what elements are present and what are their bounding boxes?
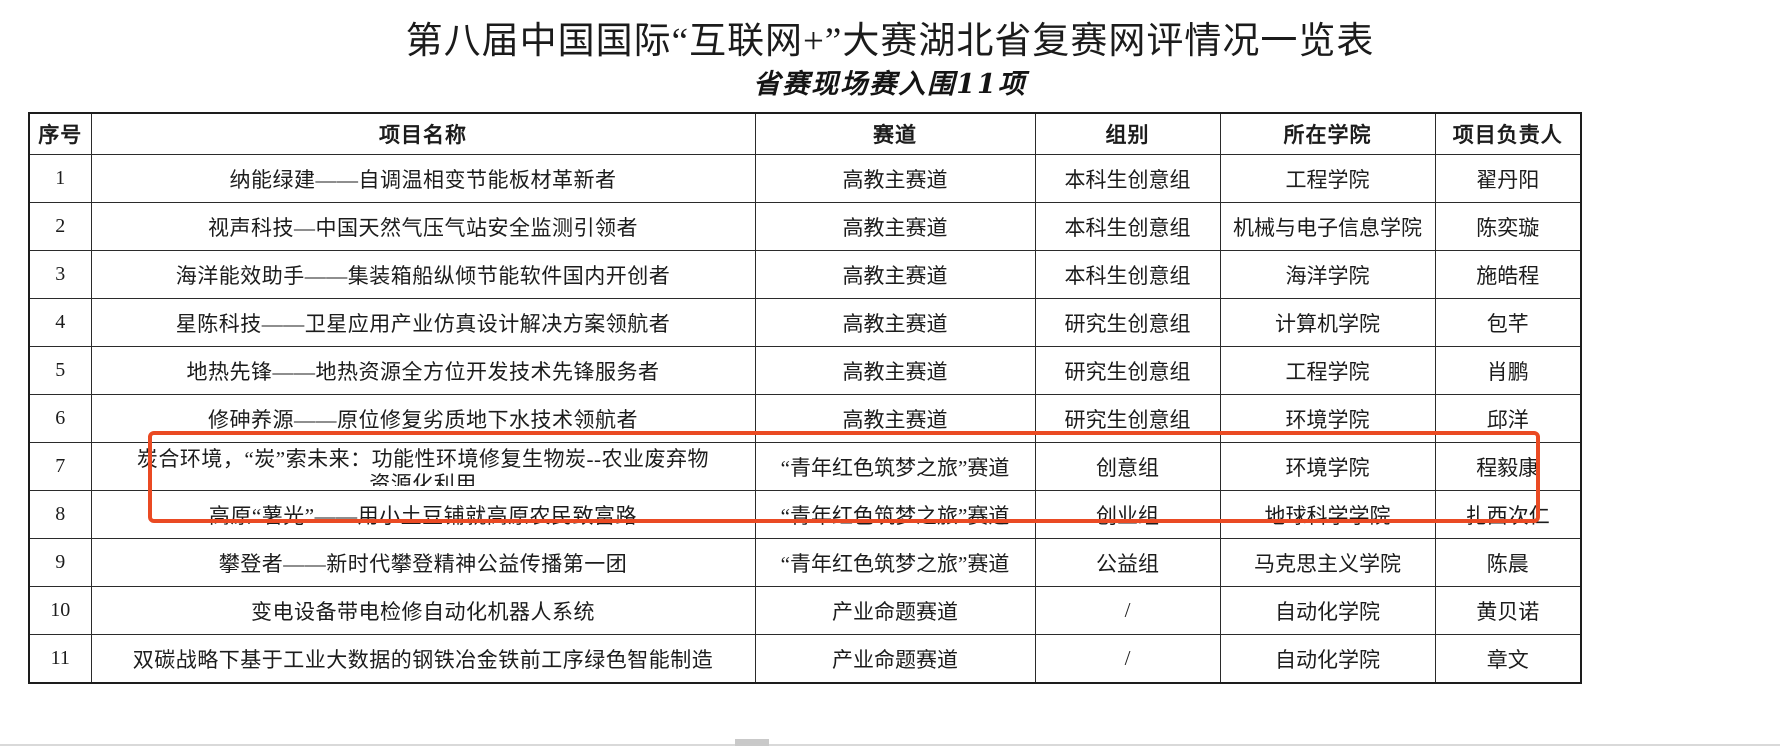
- cell-group: 研究生创意组: [1034, 394, 1221, 443]
- cell-track: “青年红色筑梦之旅”赛道: [754, 538, 1036, 587]
- cell-project-name: 变电设备带电检修自动化机器人系统: [90, 586, 756, 635]
- cell-college: 计算机学院: [1219, 298, 1436, 347]
- cell-group: /: [1034, 634, 1221, 684]
- cell-index: 9: [28, 538, 92, 587]
- table-row: 2 视声科技—中国天然气压气站安全监测引领者 高教主赛道 本科生创意组 机械与电…: [28, 202, 1582, 251]
- cell-college: 环境学院: [1219, 394, 1436, 443]
- cell-index: 10: [28, 586, 92, 635]
- cell-group: /: [1034, 586, 1221, 635]
- cell-index: 8: [28, 490, 92, 539]
- col-header-leader: 项目负责人: [1434, 112, 1582, 155]
- cell-group: 公益组: [1034, 538, 1221, 587]
- cell-project-name: 视声科技—中国天然气压气站安全监测引领者: [90, 202, 756, 251]
- table-body: 1 纳能绿建——自调温相变节能板材革新者 高教主赛道 本科生创意组 工程学院 翟…: [28, 154, 1582, 684]
- cell-college: 自动化学院: [1219, 634, 1436, 684]
- table-row: 3 海洋能效助手——集装箱船纵倾节能软件国内开创者 高教主赛道 本科生创意组 海…: [28, 250, 1582, 299]
- table-row: 7 炭合环境，“炭”索未来：功能性环境修复生物炭--农业废弃物 资源化利用 “青…: [28, 442, 1582, 491]
- cell-leader: 陈晨: [1434, 538, 1582, 587]
- table-row: 5 地热先锋——地热资源全方位开发技术先锋服务者 高教主赛道 研究生创意组 工程…: [28, 346, 1582, 395]
- table-head: 序号 项目名称 赛道 组别 所在学院 项目负责人: [28, 112, 1582, 155]
- cell-college: 海洋学院: [1219, 250, 1436, 299]
- table-header-row: 序号 项目名称 赛道 组别 所在学院 项目负责人: [28, 112, 1582, 155]
- cell-project-name: 纳能绿建——自调温相变节能板材革新者: [90, 154, 756, 203]
- cell-project-name-line2: 资源化利用: [369, 472, 477, 486]
- cell-track: 高教主赛道: [754, 154, 1036, 203]
- table-row: 10 变电设备带电检修自动化机器人系统 产业命题赛道 / 自动化学院 黄贝诺: [28, 586, 1582, 635]
- cell-group: 本科生创意组: [1034, 202, 1221, 251]
- cell-group: 研究生创意组: [1034, 298, 1221, 347]
- results-table: 序号 项目名称 赛道 组别 所在学院 项目负责人 1 纳能绿建——自调温相变节能…: [28, 112, 1582, 684]
- table-row: 4 星陈科技——卫星应用产业仿真设计解决方案领航者 高教主赛道 研究生创意组 计…: [28, 298, 1582, 347]
- cell-leader: 包芊: [1434, 298, 1582, 347]
- table-row: 1 纳能绿建——自调温相变节能板材革新者 高教主赛道 本科生创意组 工程学院 翟…: [28, 154, 1582, 203]
- cell-college: 环境学院: [1219, 442, 1436, 491]
- cell-track: 高教主赛道: [754, 202, 1036, 251]
- results-table-wrapper: 序号 项目名称 赛道 组别 所在学院 项目负责人 1 纳能绿建——自调温相变节能…: [28, 112, 1582, 684]
- cell-college: 马克思主义学院: [1219, 538, 1436, 587]
- cell-leader: 邱洋: [1434, 394, 1582, 443]
- table-row: 11 双碳战略下基于工业大数据的钢铁冶金铁前工序绿色智能制造 产业命题赛道 / …: [28, 634, 1582, 684]
- col-header-track: 赛道: [754, 112, 1036, 155]
- cell-leader: 陈奕璇: [1434, 202, 1582, 251]
- page-bottom-artifact: [735, 739, 769, 746]
- cell-group: 本科生创意组: [1034, 154, 1221, 203]
- page-subtitle: 省赛现场赛入围11项: [753, 69, 1027, 100]
- col-header-college: 所在学院: [1219, 112, 1436, 155]
- table-row: 8 高原“薯光”——用小土豆铺就高原农民致富路 “青年红色筑梦之旅”赛道 创业组…: [28, 490, 1582, 539]
- col-header-index: 序号: [28, 112, 92, 155]
- cell-college: 工程学院: [1219, 154, 1436, 203]
- cell-track: 高教主赛道: [754, 298, 1036, 347]
- cell-group: 创业组: [1034, 490, 1221, 539]
- cell-project-name: 双碳战略下基于工业大数据的钢铁冶金铁前工序绿色智能制造: [90, 634, 756, 684]
- cell-index: 4: [28, 298, 92, 347]
- cell-group: 本科生创意组: [1034, 250, 1221, 299]
- cell-leader: 黄贝诺: [1434, 586, 1582, 635]
- page-title: 第八届中国国际“互联网+”大赛湖北省复赛网评情况一览表: [405, 21, 1375, 62]
- cell-track: “青年红色筑梦之旅”赛道: [754, 490, 1036, 539]
- cell-project-name: 星陈科技——卫星应用产业仿真设计解决方案领航者: [90, 298, 756, 347]
- cell-track: 高教主赛道: [754, 250, 1036, 299]
- cell-track: “青年红色筑梦之旅”赛道: [754, 442, 1036, 491]
- cell-project-name: 高原“薯光”——用小土豆铺就高原农民致富路: [90, 490, 756, 539]
- cell-project-name: 炭合环境，“炭”索未来：功能性环境修复生物炭--农业废弃物 资源化利用: [90, 442, 756, 491]
- cell-college: 机械与电子信息学院: [1219, 202, 1436, 251]
- cell-college: 自动化学院: [1219, 586, 1436, 635]
- cell-leader: 翟丹阳: [1434, 154, 1582, 203]
- cell-leader: 施皓程: [1434, 250, 1582, 299]
- cell-group: 研究生创意组: [1034, 346, 1221, 395]
- cell-group: 创意组: [1034, 442, 1221, 491]
- cell-index: 7: [28, 442, 92, 491]
- cell-index: 5: [28, 346, 92, 395]
- page-bottom-edge: [0, 744, 1780, 746]
- cell-leader: 扎西次仁: [1434, 490, 1582, 539]
- col-header-group: 组别: [1034, 112, 1221, 155]
- cell-project-name: 修砷养源——原位修复劣质地下水技术领航者: [90, 394, 756, 443]
- cell-leader: 章文: [1434, 634, 1582, 684]
- cell-college: 工程学院: [1219, 346, 1436, 395]
- cell-track: 高教主赛道: [754, 346, 1036, 395]
- cell-index: 11: [28, 634, 92, 684]
- cell-college: 地球科学学院: [1219, 490, 1436, 539]
- table-row: 6 修砷养源——原位修复劣质地下水技术领航者 高教主赛道 研究生创意组 环境学院…: [28, 394, 1582, 443]
- table-row: 9 攀登者——新时代攀登精神公益传播第一团 “青年红色筑梦之旅”赛道 公益组 马…: [28, 538, 1582, 587]
- cell-leader: 肖鹏: [1434, 346, 1582, 395]
- cell-index: 6: [28, 394, 92, 443]
- col-header-project-name: 项目名称: [90, 112, 756, 155]
- cell-index: 3: [28, 250, 92, 299]
- title-block: 第八届中国国际“互联网+”大赛湖北省复赛网评情况一览表 省赛现场赛入围11项: [0, 18, 1780, 102]
- cell-index: 2: [28, 202, 92, 251]
- cell-project-name: 海洋能效助手——集装箱船纵倾节能软件国内开创者: [90, 250, 756, 299]
- cell-leader: 程毅康: [1434, 442, 1582, 491]
- cell-track: 高教主赛道: [754, 394, 1036, 443]
- cell-project-name: 攀登者——新时代攀登精神公益传播第一团: [90, 538, 756, 587]
- cell-track: 产业命题赛道: [754, 634, 1036, 684]
- cell-project-name: 地热先锋——地热资源全方位开发技术先锋服务者: [90, 346, 756, 395]
- cell-project-name-line1: 炭合环境，“炭”索未来：功能性环境修复生物炭--农业废弃物: [136, 447, 710, 471]
- cell-index: 1: [28, 154, 92, 203]
- cell-track: 产业命题赛道: [754, 586, 1036, 635]
